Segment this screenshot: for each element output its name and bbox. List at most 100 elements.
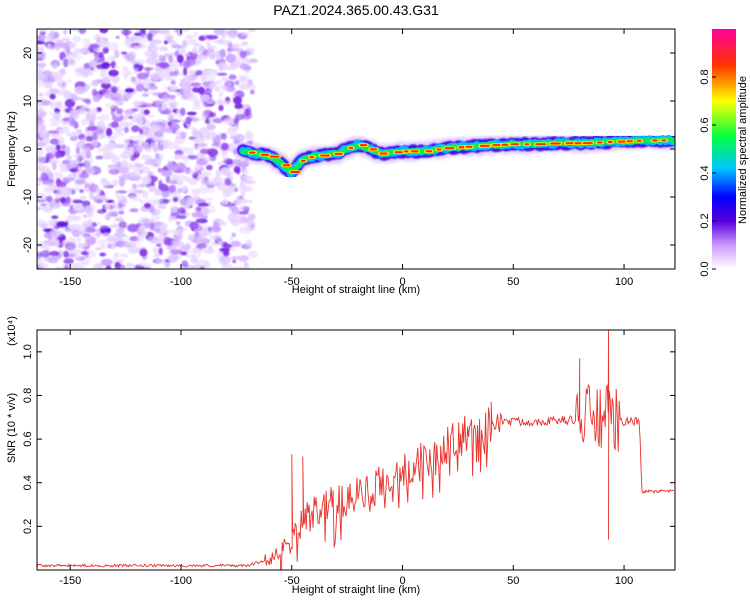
spectrogram-noise-cell (159, 72, 169, 78)
spectrogram-noise-cell (92, 132, 98, 141)
spectrogram-noise-cell (51, 235, 57, 243)
spectrogram-noise-cell (240, 63, 248, 70)
spectrogram-noise-cell (132, 108, 138, 112)
spectrogram-noise-cell (158, 183, 167, 191)
spectrogram-noise-cell (219, 255, 231, 265)
spectrogram-noise-cell (250, 89, 255, 95)
spectrogram-noise-cell (166, 164, 178, 172)
spectrogram-noise-cell (139, 248, 148, 257)
spectrogram-noise-cell (220, 29, 228, 38)
spectrogram-noise-cell (163, 229, 175, 234)
spectrogram-noise-cell (167, 94, 176, 99)
spectrogram-noise-cell (112, 179, 118, 186)
spectrogram-noise-cell (143, 202, 152, 209)
spectrogram-noise-cell (123, 126, 129, 133)
spectrogram-noise-cell (176, 240, 182, 248)
spectrogram-noise-cell (115, 101, 124, 106)
spectrogram-noise-cell (158, 154, 164, 160)
spectrogram-noise-cell (47, 130, 60, 134)
spectrogram-noise-cell (49, 29, 55, 37)
spectrogram-noise-cell (47, 220, 57, 228)
spectrogram-noise-cell (99, 252, 106, 257)
spectrogram-noise-cell (85, 135, 94, 142)
spectrogram-noise-cell (149, 222, 155, 231)
spectrogram-noise-cell (60, 144, 67, 150)
spectrogram-noise-cell (186, 169, 197, 175)
spectrogram-noise-cell (45, 195, 53, 203)
y-tick-label: -10 (22, 189, 34, 205)
spectrogram-noise-cell (114, 191, 121, 198)
spectrogram-noise-cell (64, 242, 77, 251)
spectrogram-noise-cell (84, 83, 90, 91)
spectrogram-noise-cell (193, 99, 201, 109)
snr-panel: -150 -100 -50 0 50 100 0.2 0.4 0.6 0.8 1.0 Height… (6, 316, 676, 596)
y-tick-label: 10 (22, 95, 34, 107)
spectrogram-noise-cell (99, 29, 109, 34)
spectrogram-noise-cell (170, 85, 178, 91)
spectrogram-noise-cell (212, 221, 220, 231)
spectrogram-x-axis-label: Height of straight line (km) (292, 284, 420, 296)
spectrogram-noise-cell (132, 189, 144, 194)
spectrogram-noise-cell (37, 193, 47, 200)
spectrogram-noise-cell (110, 60, 116, 69)
spectrogram-noise-cell (131, 175, 142, 180)
snr-line-layer (37, 330, 675, 570)
spectrogram-noise-cell (52, 231, 63, 237)
spectrogram-noise-cell (243, 263, 250, 269)
spectrogram-noise-cell (144, 198, 154, 204)
spectrogram-noise-cell (148, 29, 160, 35)
colorbar: 0.0 0.2 0.4 0.6 0.8 Normalized spectral ampl… (699, 29, 749, 277)
spectrogram-noise-cell (71, 111, 80, 120)
spectrogram-noise-cell (49, 93, 56, 100)
spectrogram-noise-cell (38, 92, 44, 97)
spectrogram-noise-cell (110, 92, 122, 102)
spectrogram-noise-cell (88, 191, 95, 200)
spectrogram-noise-cell (157, 167, 162, 173)
spectrogram-noise-cell (139, 200, 145, 204)
spectrogram-noise-cell (130, 76, 137, 83)
spectrogram-noise-cell (132, 168, 142, 178)
spectrogram-noise-cell (194, 231, 199, 239)
spectrogram-noise-cell (76, 231, 88, 236)
spectrogram-noise-cell (132, 145, 143, 154)
spectrogram-noise-cell (112, 201, 117, 209)
spectrogram-noise-cell (145, 56, 158, 65)
spectrogram-noise-cell (95, 155, 104, 160)
spectrogram-noise-cell (127, 115, 134, 120)
spectrogram-noise-cell (193, 31, 198, 38)
spectrogram-noise-cell (93, 34, 100, 40)
spectrogram-noise-cell (163, 40, 169, 45)
spectrogram-noise-cell (114, 217, 125, 222)
spectrogram-noise-cell (88, 119, 95, 129)
spectrogram-noise-cell (51, 242, 64, 247)
spectrogram-noise-cell (75, 254, 82, 259)
spectrogram-noise-cell (228, 34, 238, 39)
spectrogram-noise-cell (143, 67, 154, 71)
spectrogram-noise-cell (57, 89, 68, 96)
spectrogram-noise-cell (167, 160, 173, 164)
spectrogram-noise-cell (224, 178, 232, 186)
spectrogram-noise-cell (159, 62, 170, 69)
spectrogram-noise-cell (168, 55, 174, 63)
spectrogram-noise-cell (168, 63, 179, 70)
snr-y-multiplier: (x10⁴) (6, 316, 18, 346)
spectrogram-noise-cell (126, 150, 132, 157)
spectrogram-noise-cell (52, 171, 64, 180)
spectrogram-noise-cell (74, 86, 86, 95)
spectrogram-noise-cell (95, 187, 101, 195)
x-tick-label: -100 (170, 276, 192, 288)
spectrogram-noise-cell (114, 65, 120, 69)
spectrogram-noise-cell (67, 224, 76, 229)
spectrogram-noise-cell (135, 59, 146, 66)
spectrogram-noise-cell (80, 156, 86, 161)
spectrogram-noise-cell (166, 35, 172, 42)
spectrogram-noise-cell (123, 114, 129, 120)
x-tick-label: 0 (399, 575, 405, 587)
spectrogram-noise-cell (190, 70, 195, 76)
spectrogram-noise-cell (65, 145, 71, 155)
spectrogram-noise-cell (237, 109, 242, 115)
snr-frame (36, 329, 676, 571)
spectrogram-noise-cell (73, 153, 85, 158)
spectrogram-noise-cell (150, 39, 163, 45)
spectrogram-noise-cell (237, 199, 244, 205)
